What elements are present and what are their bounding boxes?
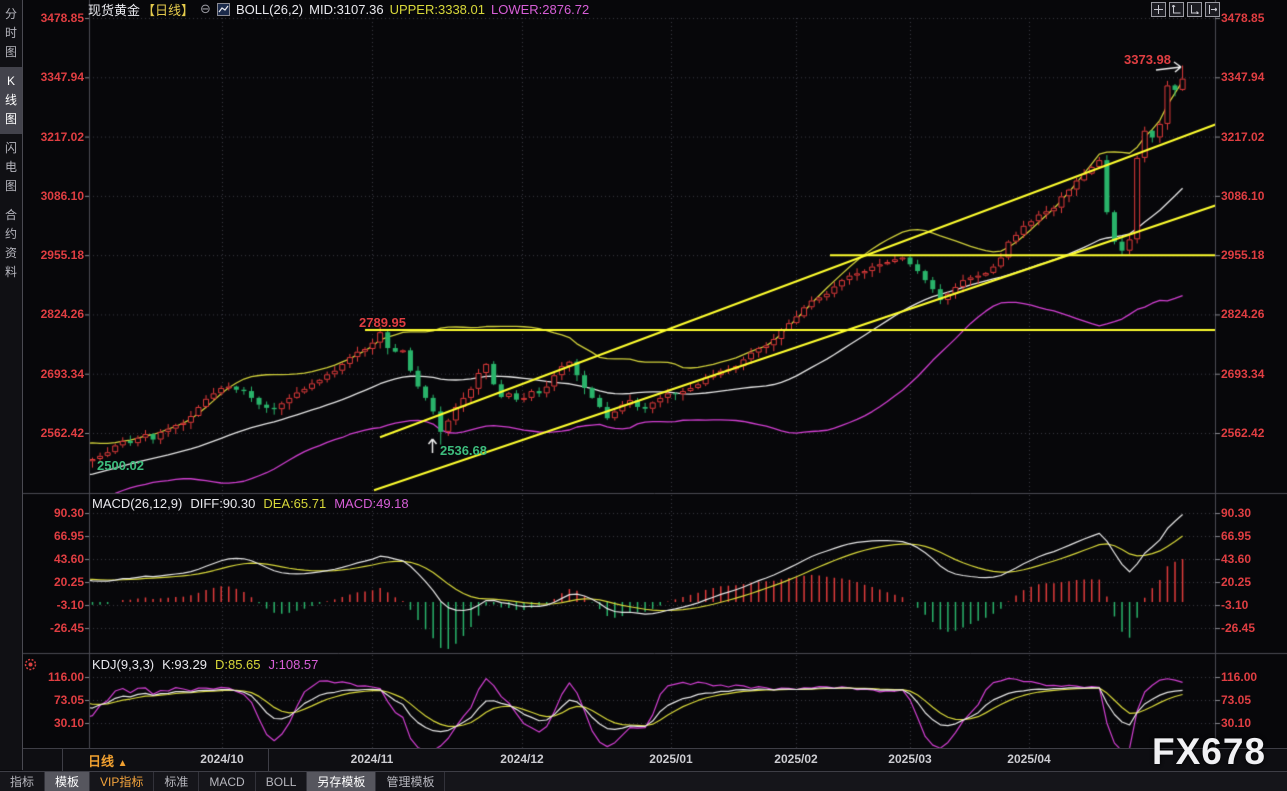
sidebar-tab-1[interactable]: 分 时 图 xyxy=(4,7,17,59)
bottom-tab-管理模板[interactable]: 管理模板 xyxy=(376,772,446,791)
kdj-d-value: D:85.65 xyxy=(214,657,261,672)
price-tick-right-3347.94: 3347.94 xyxy=(1221,70,1265,85)
kdj-tick-right-73.05: 73.05 xyxy=(1221,693,1252,707)
boll-lower-value: LOWER:2876.72 xyxy=(490,1,590,17)
macd-header: MACD(26,12,9) DIFF:90.30 DEA:65.71 MACD:… xyxy=(92,496,409,511)
price-tick-left-3086.10: 3086.10 xyxy=(40,188,84,203)
price-tick-right-2824.26: 2824.26 xyxy=(1221,307,1265,322)
boll-indicator-title[interactable]: BOLL(26,2) xyxy=(235,1,304,17)
price-tick-right-3217.02: 3217.02 xyxy=(1221,129,1265,144)
kdj-tick-left-73.05: 73.05 xyxy=(53,693,84,707)
price-tick-right-3086.10: 3086.10 xyxy=(1221,188,1265,203)
period-selector[interactable]: 日线 ▲ xyxy=(62,749,269,771)
period-tag: 【日线】 xyxy=(142,2,195,18)
macd-tick-right-43.60: 43.60 xyxy=(1221,552,1252,567)
y-axis-scale-icon[interactable] xyxy=(1169,2,1184,17)
x-axis-row: 日线 ▲ xyxy=(22,748,1287,772)
chart-toolbar xyxy=(1151,2,1220,17)
macd-tick-right--3.10: -3.10 xyxy=(1221,598,1249,613)
sidebar-tab-4[interactable]: 合 约 资 料 xyxy=(4,208,17,279)
macd-tick-left-66.95: 66.95 xyxy=(53,529,84,544)
price-tick-left-3217.02: 3217.02 xyxy=(40,129,84,144)
sidebar-tab-3[interactable]: 闪 电 图 xyxy=(4,141,17,193)
boll-upper-value: UPPER:3338.01 xyxy=(389,1,485,17)
price-annotation-2536.68: 2536.68 xyxy=(440,443,487,458)
macd-tick-right-66.95: 66.95 xyxy=(1221,529,1252,544)
month-label-2024/10: 2024/10 xyxy=(200,752,244,766)
period-label: 日线 xyxy=(88,753,115,769)
expand-right-icon[interactable] xyxy=(1205,2,1220,17)
collapse-indicator-icon[interactable]: ⊖ xyxy=(200,1,211,16)
price-tick-right-2693.34: 2693.34 xyxy=(1221,366,1265,381)
price-annotation-2789.95: 2789.95 xyxy=(359,315,406,330)
x-axis-scale-icon[interactable] xyxy=(1187,2,1202,17)
macd-title[interactable]: MACD(26,12,9) xyxy=(92,496,183,511)
kdj-title[interactable]: KDJ(9,3,3) xyxy=(92,657,155,672)
month-label-2024/11: 2024/11 xyxy=(350,752,394,766)
month-label-2025/02: 2025/02 xyxy=(774,752,818,766)
bottom-tab-MACD[interactable]: MACD xyxy=(199,772,256,791)
symbol-name: 现货黄金 xyxy=(88,2,141,18)
macd-tick-left-20.25: 20.25 xyxy=(53,575,84,590)
price-tick-right-2562.42: 2562.42 xyxy=(1221,426,1265,440)
macd-tick-right--26.45: -26.45 xyxy=(1221,621,1256,636)
price-annotation-3373.98: 3373.98 xyxy=(1124,52,1171,67)
macd-macd-value: MACD:49.18 xyxy=(334,496,409,511)
indicator-chart-icon xyxy=(216,2,230,16)
kdj-tick-right-116.00: 116.00 xyxy=(1221,670,1258,684)
bottom-tab-另存模板[interactable]: 另存模板 xyxy=(307,772,377,791)
month-label-2024/12: 2024/12 xyxy=(500,752,544,766)
fx678-watermark: FX678 xyxy=(1152,731,1267,772)
x-axis-corner-cell xyxy=(22,749,63,771)
kdj-settings-icon[interactable] xyxy=(24,658,37,671)
kdj-j-value: J:108.57 xyxy=(268,657,319,672)
macd-diff-value: DIFF:90.30 xyxy=(190,496,256,511)
macd-tick-right-90.30: 90.30 xyxy=(1221,506,1252,521)
period-dropdown-arrow-icon: ▲ xyxy=(117,757,128,769)
kdj-header: KDJ(9,3,3) K:93.29 D:85.65 J:108.57 xyxy=(92,657,318,672)
price-tick-left-2824.26: 2824.26 xyxy=(40,307,84,322)
chart-header: 现货黄金 【日线】 ⊖ BOLL(26,2) MID:3107.36 UPPER… xyxy=(88,1,590,18)
bottom-tab-VIP指标[interactable]: VIP指标 xyxy=(90,772,155,791)
bottom-tab-模板[interactable]: 模板 xyxy=(45,772,91,791)
price-tick-right-3478.85: 3478.85 xyxy=(1221,11,1265,25)
macd-tick-left-43.60: 43.60 xyxy=(53,552,84,567)
bottom-tab-BOLL[interactable]: BOLL xyxy=(256,772,308,791)
bottom-tab-标准[interactable]: 标准 xyxy=(154,772,200,791)
macd-tick-right-20.25: 20.25 xyxy=(1221,575,1252,590)
month-label-2025/04: 2025/04 xyxy=(1007,752,1051,766)
bottom-tab-bar: 指标 模板 VIP指标 标准 MACD BOLL 另存模板 管理模板 xyxy=(0,771,1287,791)
chart-type-sidebar: 分 时 图 K 线 图闪 电 图合 约 资 料 xyxy=(0,0,23,770)
kdj-tick-right-30.10: 30.10 xyxy=(1221,715,1252,730)
price-tick-left-2562.42: 2562.42 xyxy=(40,426,84,440)
price-tick-left-2955.18: 2955.18 xyxy=(40,248,84,263)
price-tick-left-3347.94: 3347.94 xyxy=(40,70,84,85)
macd-tick-left-90.30: 90.30 xyxy=(53,506,84,521)
kdj-k-value: K:93.29 xyxy=(162,657,207,672)
month-label-2025/03: 2025/03 xyxy=(888,752,932,766)
month-label-2025/01: 2025/01 xyxy=(649,752,693,766)
bottom-tab-指标[interactable]: 指标 xyxy=(0,772,46,791)
pan-icon[interactable] xyxy=(1151,2,1166,17)
macd-tick-left--3.10: -3.10 xyxy=(56,598,84,613)
macd-dea-value: DEA:65.71 xyxy=(263,496,327,511)
boll-mid-value: MID:3107.36 xyxy=(309,1,384,17)
price-tick-left-3478.85: 3478.85 xyxy=(40,11,84,25)
macd-tick-left--26.45: -26.45 xyxy=(49,621,84,636)
kdj-tick-left-30.10: 30.10 xyxy=(53,715,84,730)
price-annotation-2500.02: 2500.02 xyxy=(97,458,144,473)
price-tick-right-2955.18: 2955.18 xyxy=(1221,248,1265,263)
kdj-tick-left-116.00: 116.00 xyxy=(47,670,84,684)
sidebar-tab-2[interactable]: K 线 图 xyxy=(0,67,22,134)
price-tick-left-2693.34: 2693.34 xyxy=(40,366,84,381)
